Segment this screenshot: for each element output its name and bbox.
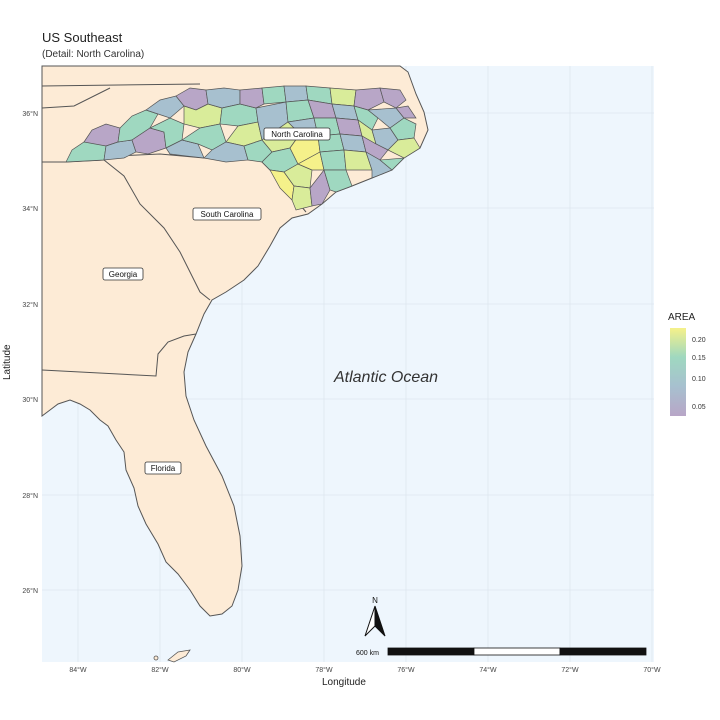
x-tick: 72°W [561, 666, 579, 674]
y-tick: 26°N [22, 587, 38, 595]
label-florida: Florida [151, 464, 176, 473]
y-tick: 28°N [22, 492, 38, 500]
y-tick: 30°N [22, 396, 38, 404]
scale-bar-label: 600 km [356, 650, 379, 657]
x-tick: 76°W [397, 666, 415, 674]
label-atlantic-ocean: Atlantic Ocean [333, 369, 438, 386]
legend-tick: 0.10 [692, 376, 706, 383]
x-tick: 78°W [315, 666, 333, 674]
x-tick: 74°W [479, 666, 497, 674]
x-tick: 80°W [233, 666, 251, 674]
land-mass [41, 65, 429, 617]
y-tick: 36°N [22, 110, 38, 118]
legend-tick: 0.15 [692, 355, 706, 362]
north-arrow-icon [364, 605, 386, 637]
map-subtitle: (Detail: North Carolina) [42, 49, 145, 60]
state-labels [102, 127, 331, 475]
legend-colorbar [670, 328, 686, 416]
x-axis-ticks: 84°W 82°W 80°W 78°W 76°W 74°W 72°W 70°W [69, 666, 661, 674]
y-axis-ticks: 36°N 34°N 32°N 30°N 28°N 26°N [22, 110, 38, 595]
y-tick: 32°N [22, 301, 38, 309]
x-tick: 82°W [151, 666, 169, 674]
label-georgia: Georgia [109, 270, 138, 279]
nc-counties [65, 85, 421, 211]
y-tick: 34°N [22, 205, 38, 213]
island [153, 655, 159, 661]
legend-title: AREA [668, 312, 696, 323]
legend-tick: 0.05 [692, 404, 706, 411]
north-arrow-label: N [372, 596, 378, 605]
map-title: US Southeast [42, 30, 123, 45]
legend-tick: 0.20 [692, 337, 706, 344]
x-tick: 70°W [643, 666, 661, 674]
florida-keys [167, 649, 191, 663]
x-tick: 84°W [69, 666, 87, 674]
label-south-carolina: South Carolina [201, 210, 254, 219]
y-axis-label: Latitude [2, 344, 13, 380]
x-axis-label: Longitude [322, 677, 366, 688]
scale-bar [387, 647, 647, 656]
label-north-carolina: North Carolina [271, 130, 323, 139]
